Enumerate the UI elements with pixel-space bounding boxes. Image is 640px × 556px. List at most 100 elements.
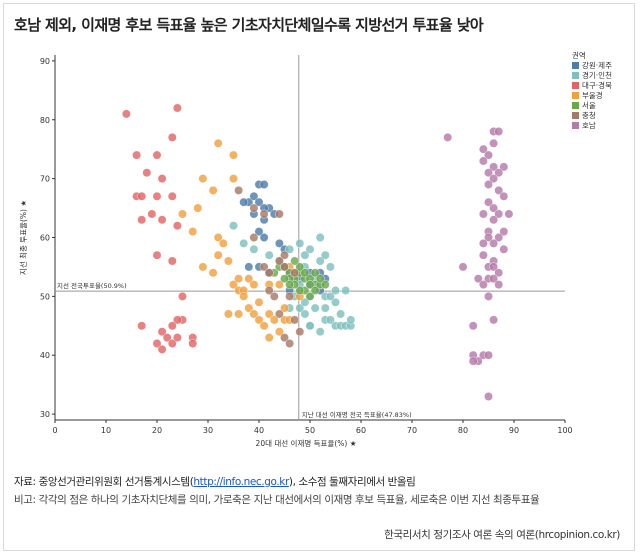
data-point-2 [137,215,147,225]
data-point-5 [234,185,244,195]
data-point-3 [229,174,238,184]
plot-area: 0 10 20 30 40 50 60 70 80 90 100 30 40 50 60 70 80 90 20대 … [18,50,612,448]
data-point-5 [269,291,279,301]
data-point-6 [473,274,483,284]
data-point-5 [295,327,305,337]
data-point-3 [198,262,208,272]
legend-swatch [572,82,579,89]
legend-swatch [572,72,579,79]
data-point-2 [137,191,147,201]
data-point-6 [484,392,493,401]
legend-swatch [572,112,579,119]
y-tick-label: 40 [40,351,50,360]
data-point-5 [274,209,284,219]
data-point-6 [484,350,493,360]
data-point-3 [274,280,284,289]
data-point-3 [188,227,198,237]
data-point-6 [484,168,493,178]
y-tick-label: 90 [40,57,50,66]
data-point-6 [504,209,514,219]
data-point-6 [499,227,509,237]
data-point-6 [484,150,493,160]
x-tick-label: 10 [101,426,111,435]
data-point-3 [208,268,218,278]
data-point-6 [478,280,488,289]
data-point-6 [484,197,493,207]
data-point-6 [489,138,498,148]
x-tick-label: 70 [407,426,417,435]
data-point-3 [249,309,259,319]
data-point-5 [259,262,269,272]
data-point-6 [489,215,498,225]
data-point-2 [152,339,162,348]
data-point-5 [249,233,259,242]
data-point-1 [285,244,294,254]
data-point-2 [152,250,162,260]
data-point-6 [478,238,488,248]
data-point-2 [157,344,167,354]
legend-swatch [572,102,579,109]
data-point-3 [213,233,223,242]
data-point-5 [249,203,259,213]
data-point-6 [468,321,478,331]
source-link[interactable]: http://info.nec.go.kr [193,476,289,488]
data-point-3 [234,274,244,284]
data-point-1 [229,221,238,231]
data-point-4 [310,268,320,278]
data-point-2 [167,132,177,142]
data-point-1 [325,291,335,301]
data-point-1 [295,238,305,248]
data-point-3 [234,309,244,319]
data-point-3 [198,174,208,184]
data-point-3 [208,185,218,195]
data-point-2 [167,256,177,266]
data-point-5 [259,209,269,219]
data-point-1 [300,309,310,319]
legend-label: 충청 [582,111,596,120]
x-tick-label: 60 [356,426,366,435]
data-point-0 [259,180,269,189]
data-point-6 [484,233,493,242]
data-point-1 [331,297,340,307]
x-tick-label: 100 [557,426,572,435]
data-point-0 [254,197,264,207]
data-point-2 [167,339,177,348]
data-point-1 [336,309,345,319]
data-point-6 [499,191,509,201]
data-point-1 [300,250,310,260]
data-point-2 [122,109,131,119]
data-point-5 [280,250,289,260]
legend-swatch [572,122,579,129]
data-point-1 [310,303,320,313]
data-point-2 [172,315,182,325]
data-point-2 [157,215,167,225]
y-tick-label: 30 [40,410,50,419]
data-point-2 [188,339,198,348]
data-point-5 [285,291,294,301]
data-point-0 [244,262,254,272]
y-tick-label: 80 [40,116,50,125]
data-point-5 [290,268,300,278]
data-point-1 [300,297,310,307]
data-point-6 [489,274,498,284]
data-point-5 [285,339,294,348]
data-point-4 [300,268,310,278]
y-axis-label: 지선 최종 투표율(%) ★ [18,200,28,275]
x-tick-label: 50 [305,426,315,435]
legend-label: 강원·제주 [582,60,612,70]
chart-note: 비고: 각각의 점은 하나의 기초자치단체를 의미, 가로축은 지난 대선에서의… [14,494,540,506]
data-point-6 [494,168,504,178]
data-point-1 [239,238,249,248]
data-point-1 [305,321,315,331]
data-point-6 [489,262,498,272]
data-point-3 [254,315,264,325]
data-point-1 [315,327,325,337]
data-point-0 [249,191,259,201]
data-point-3 [264,309,274,319]
data-point-2 [172,333,182,342]
legend-swatch [572,92,579,99]
legend-swatch [572,62,579,69]
reference-label-horizontal: 지선 전국투표율(50.9%) [57,281,127,290]
legend-label: 경기·인천 [582,70,612,80]
x-tick-label: 90 [509,426,519,435]
